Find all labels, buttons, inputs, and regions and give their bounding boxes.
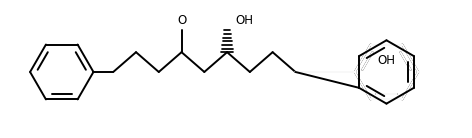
Text: OH: OH: [378, 54, 396, 67]
Text: OH: OH: [235, 14, 253, 27]
Text: O: O: [177, 14, 186, 27]
